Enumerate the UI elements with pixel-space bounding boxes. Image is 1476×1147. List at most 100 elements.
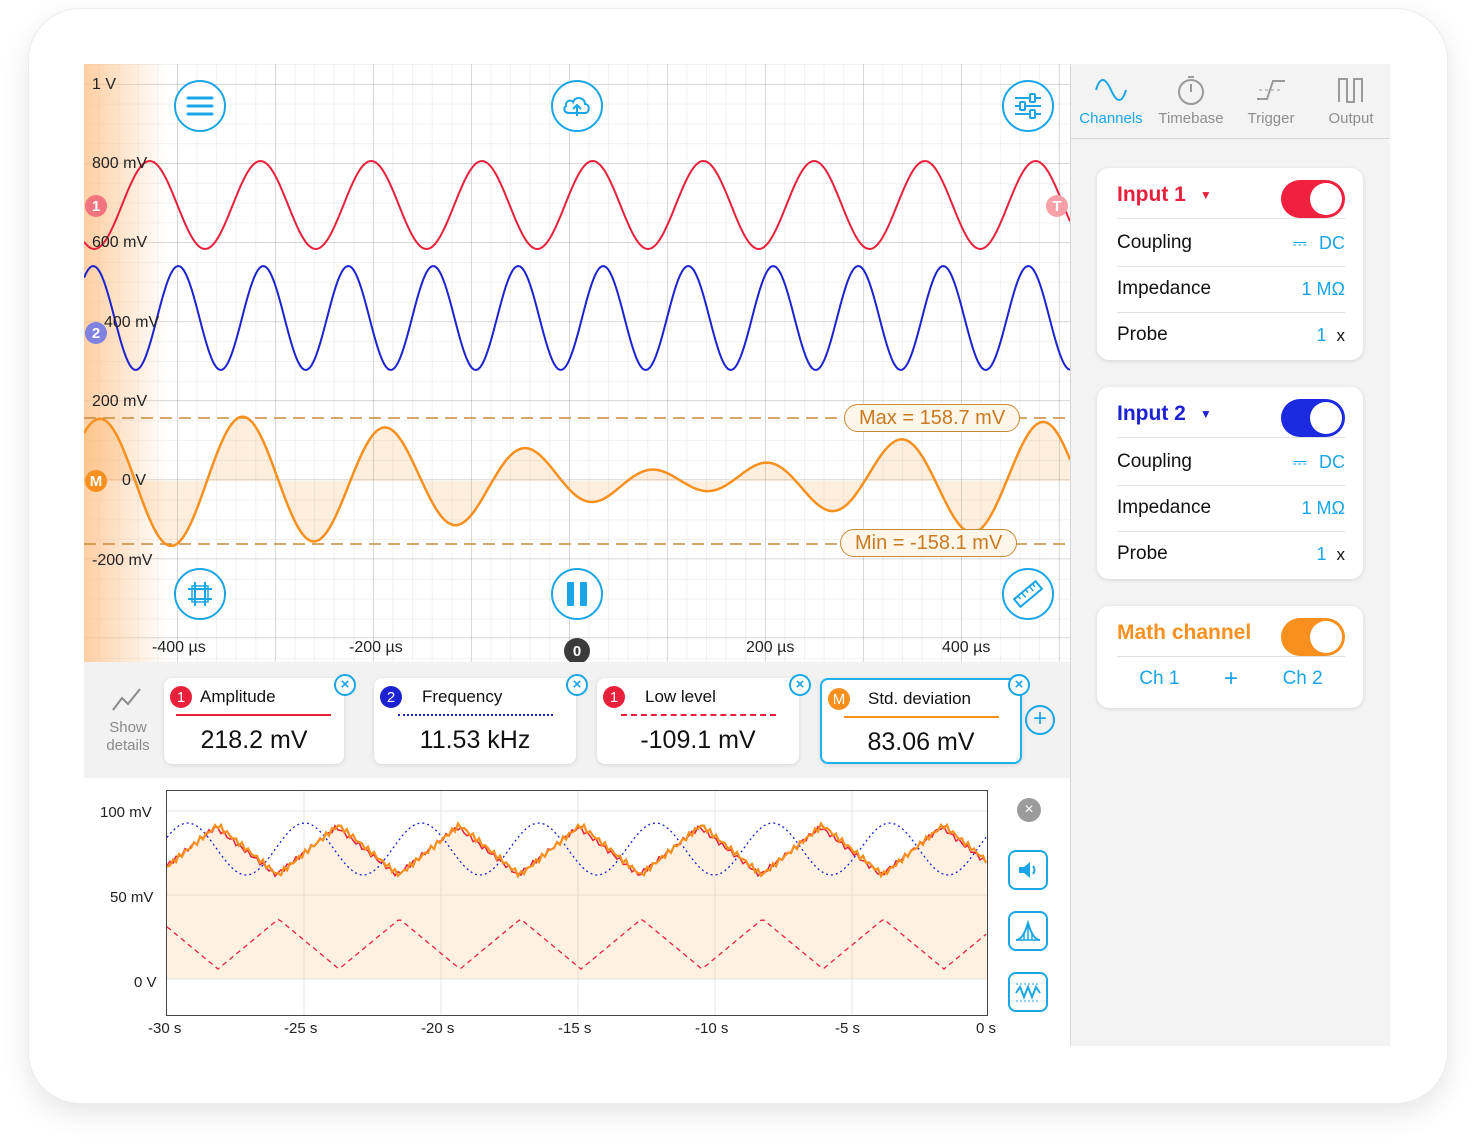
- add-measurement-button[interactable]: +: [1025, 705, 1055, 735]
- probe-label: Probe: [1117, 324, 1168, 345]
- math-toggle[interactable]: [1281, 618, 1345, 656]
- scope-display[interactable]: 1 V 800 mV 600 mV 400 mV 200 mV 0 V -200…: [84, 64, 1070, 664]
- tab-output[interactable]: Output: [1311, 70, 1390, 127]
- menu-button[interactable]: [174, 80, 226, 132]
- time-label: 200 µs: [746, 639, 795, 656]
- math-offset-marker[interactable]: M: [85, 470, 107, 492]
- input1-toggle[interactable]: [1281, 180, 1345, 218]
- math-operand-2[interactable]: Ch 2: [1282, 668, 1323, 689]
- dc-coupling-icon: ⎓: [1292, 232, 1307, 253]
- trigger-edge-icon: [1257, 80, 1285, 100]
- channel-line-style: [844, 716, 999, 718]
- math-operand-1[interactable]: Ch 1: [1139, 668, 1180, 689]
- measurement-name: Frequency: [422, 687, 503, 706]
- history-std-deviation-trace: [166, 821, 988, 879]
- panel-tabs: Channels Timebase Trigger Output: [1071, 64, 1390, 139]
- remove-measurement-button[interactable]: ×: [334, 674, 356, 696]
- time-label: 400 µs: [942, 639, 991, 656]
- coupling-label: Coupling: [1117, 232, 1192, 253]
- dropdown-arrow-icon[interactable]: ▼: [1199, 188, 1212, 202]
- history-plot-area[interactable]: [166, 790, 988, 1016]
- measurement-value: -109.1 mV: [640, 726, 756, 754]
- input1-title[interactable]: Input 1: [1117, 183, 1186, 206]
- trigger-position-marker[interactable]: 0: [564, 638, 590, 664]
- measure-ruler-button[interactable]: [1002, 568, 1054, 620]
- ch1-trace: [84, 159, 1070, 251]
- impedance-label: Impedance: [1117, 278, 1212, 299]
- math-operator[interactable]: +: [1223, 665, 1238, 692]
- tab-timebase[interactable]: Timebase: [1151, 70, 1231, 127]
- measurement-card[interactable]: 1 Low level -109.1 mV ×: [597, 674, 811, 764]
- channel-line-style: [398, 714, 553, 716]
- max-readout: Max = 158.7 mV: [844, 404, 1021, 432]
- histogram-button[interactable]: [1008, 911, 1048, 951]
- ruler-icon: [1013, 579, 1043, 609]
- close-history-button[interactable]: ×: [1017, 798, 1041, 822]
- sine-wave-icon: [1095, 79, 1127, 101]
- tab-channels[interactable]: Channels: [1071, 70, 1151, 127]
- ch1-offset-marker[interactable]: 1: [85, 195, 107, 217]
- remove-measurement-button[interactable]: ×: [1008, 674, 1030, 696]
- trigger-level-marker[interactable]: T: [1046, 195, 1068, 217]
- dc-coupling-icon: ⎓: [1292, 451, 1307, 472]
- history-y-label: 0 V: [134, 974, 157, 991]
- show-details-button[interactable]: Show details: [96, 684, 160, 755]
- waveform-view-button[interactable]: [1008, 972, 1048, 1012]
- ch2-offset-marker[interactable]: 2: [85, 322, 107, 344]
- measurement-name: Amplitude: [200, 687, 276, 706]
- tab-trigger[interactable]: Trigger: [1231, 70, 1311, 127]
- channel-badge: 2: [380, 686, 402, 708]
- channel-badge: 1: [603, 686, 625, 708]
- measurement-value: 218.2 mV: [200, 726, 308, 754]
- distribution-icon: [1015, 920, 1041, 941]
- ch2-trace: [84, 264, 1070, 372]
- volt-label: 600 mV: [92, 234, 148, 251]
- history-frequency-trace: [166, 822, 987, 876]
- cloud-upload-icon: [563, 97, 590, 116]
- measurement-card[interactable]: 1 Amplitude 218.2 mV ×: [164, 674, 356, 764]
- volt-label: 0 V: [122, 472, 147, 489]
- input1-impedance-row[interactable]: Impedance 1 MΩ: [1117, 266, 1345, 313]
- pause-button[interactable]: [551, 568, 603, 620]
- settings-panel: Channels Timebase Trigger Output Input 1…: [1070, 64, 1390, 1046]
- input2-title[interactable]: Input 2: [1117, 402, 1186, 425]
- grid-button[interactable]: [174, 568, 226, 620]
- grid-icon: [188, 582, 212, 606]
- settings-sliders-button[interactable]: [1002, 80, 1054, 132]
- probe-unit: x: [1336, 325, 1346, 345]
- remove-measurement-button[interactable]: ×: [566, 674, 588, 696]
- input1-card: Input 1 ▼ Coupling ⎓ DC Impedance 1 MΩ Pr…: [1097, 168, 1363, 360]
- impedance-value[interactable]: 1 MΩ: [1301, 497, 1345, 518]
- probe-label: Probe: [1117, 543, 1168, 564]
- input2-coupling-row[interactable]: Coupling ⎓ DC: [1117, 439, 1345, 486]
- impedance-value[interactable]: 1 MΩ: [1301, 278, 1345, 299]
- measurement-history-chart: 100 mV 50 mV 0 V -30 s -25 s -20 s -15 s…: [84, 778, 1070, 1046]
- sound-button[interactable]: [1008, 850, 1048, 890]
- upload-button[interactable]: [551, 80, 603, 132]
- channel-badge: 1: [170, 686, 192, 708]
- coupling-value[interactable]: ⎓ DC: [1293, 452, 1345, 473]
- input1-coupling-row[interactable]: Coupling ⎓ DC: [1117, 220, 1345, 267]
- input1-header: Input 1 ▼: [1117, 172, 1345, 219]
- sliders-icon: [1015, 93, 1041, 119]
- coupling-value-text: DC: [1319, 451, 1345, 472]
- history-area-fill: [167, 823, 987, 979]
- time-label: -400 µs: [152, 639, 206, 656]
- history-traces: [166, 791, 988, 1015]
- coupling-value[interactable]: ⎓ DC: [1293, 233, 1345, 254]
- remove-measurement-button[interactable]: ×: [789, 674, 811, 696]
- impedance-label: Impedance: [1117, 497, 1212, 518]
- input2-toggle[interactable]: [1281, 399, 1345, 437]
- measurement-card-selected[interactable]: M Std. deviation 83.06 mV ×: [820, 674, 1030, 764]
- measurement-card[interactable]: 2 Frequency 11.53 kHz ×: [374, 674, 588, 764]
- history-y-label: 100 mV: [100, 804, 152, 821]
- input2-impedance-row[interactable]: Impedance 1 MΩ: [1117, 485, 1345, 532]
- tab-label: Output: [1328, 110, 1374, 127]
- probe-value-number: 1: [1316, 324, 1327, 345]
- wave-trace-icon: [1015, 983, 1041, 1002]
- dropdown-arrow-icon[interactable]: ▼: [1199, 407, 1212, 421]
